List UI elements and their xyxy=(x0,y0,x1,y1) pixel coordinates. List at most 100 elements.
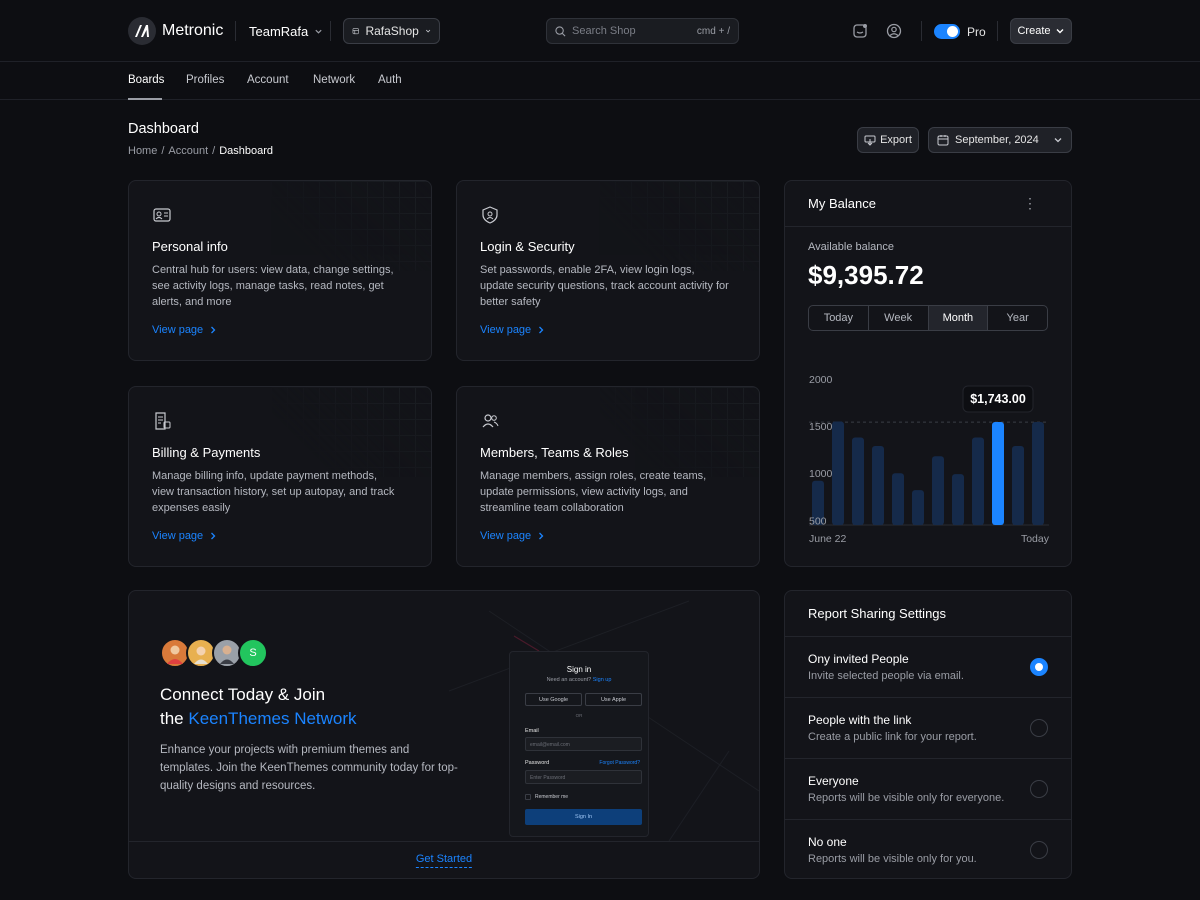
preview-forgot-link: Forgot Password? xyxy=(599,760,640,766)
divider xyxy=(921,21,922,41)
breadcrumb-current: Dashboard xyxy=(219,145,274,157)
y-tick-label: 1500 xyxy=(809,421,833,433)
report-sharing-title: Report Sharing Settings xyxy=(808,606,947,621)
pro-toggle[interactable] xyxy=(934,24,960,39)
sharing-option-invited[interactable]: Ony invited People Invite selected peopl… xyxy=(785,636,1071,697)
team-switcher[interactable]: TeamRafa xyxy=(249,24,323,39)
preview-password-input: Enter Password xyxy=(525,770,642,784)
breadcrumb-home[interactable]: Home xyxy=(128,145,158,157)
period-week[interactable]: Week xyxy=(869,306,929,330)
radio-unselected[interactable] xyxy=(1030,780,1048,798)
nav-item-network[interactable]: Network xyxy=(313,74,356,86)
preview-email-label: Email xyxy=(525,728,539,734)
divider xyxy=(330,21,331,41)
breadcrumb-separator: / xyxy=(212,145,216,157)
bar xyxy=(832,421,844,525)
card-title: Members, Teams & Roles xyxy=(480,445,629,460)
option-name: No one xyxy=(808,835,847,849)
page-title: Dashboard xyxy=(128,121,199,137)
members-teams-card: Members, Teams & Roles Manage members, a… xyxy=(456,386,760,567)
sharing-option-link[interactable]: People with the link Create a public lin… xyxy=(785,697,1071,758)
x-start-label: June 22 xyxy=(809,533,847,545)
user-card-icon xyxy=(153,208,171,222)
bar xyxy=(812,480,824,525)
bar xyxy=(912,490,924,525)
option-description: Invite selected people via email. xyxy=(808,670,964,682)
connect-card: S Connect Today & Join the KeenThemes Ne… xyxy=(128,590,760,879)
chevron-right-icon xyxy=(539,532,544,540)
view-page-link[interactable]: View page xyxy=(152,530,217,542)
period-today[interactable]: Today xyxy=(809,306,869,330)
chat-icon[interactable] xyxy=(851,22,869,40)
connect-title: Connect Today & Join the KeenThemes Netw… xyxy=(160,683,357,731)
store-icon xyxy=(352,28,359,35)
avatar-initial: S xyxy=(238,638,268,668)
connect-title-prefix: the xyxy=(160,709,189,728)
link-label: View page xyxy=(152,530,204,542)
breadcrumb-account[interactable]: Account xyxy=(168,145,209,157)
chevron-right-icon xyxy=(211,532,216,540)
radio-unselected[interactable] xyxy=(1030,841,1048,859)
my-balance-card: My Balance ⋮ Available balance $9,395.72… xyxy=(784,180,1072,567)
user-icon[interactable] xyxy=(885,22,903,40)
chevron-down-icon xyxy=(425,29,431,33)
nav-item-account[interactable]: Account xyxy=(247,74,289,86)
bar-highlight xyxy=(992,421,1004,525)
link-label: View page xyxy=(152,324,204,336)
export-button[interactable]: Export xyxy=(857,127,919,153)
active-nav-indicator xyxy=(128,98,162,100)
connect-description: Enhance your projects with premium theme… xyxy=(160,744,458,792)
view-page-link[interactable]: View page xyxy=(480,324,545,336)
sharing-option-everyone[interactable]: Everyone Reports will be visible only fo… xyxy=(785,758,1071,819)
option-description: Reports will be visible only for everyon… xyxy=(808,792,1005,804)
date-picker[interactable]: September, 2024 xyxy=(928,127,1072,153)
balance-amount: $9,395.72 xyxy=(808,260,924,290)
bar xyxy=(872,445,884,525)
shop-switcher-button[interactable]: RafaShop xyxy=(343,18,440,44)
get-started-link[interactable]: Get Started xyxy=(415,853,473,868)
create-button[interactable]: Create xyxy=(1010,18,1072,44)
option-name: Everyone xyxy=(808,774,859,788)
users-icon xyxy=(482,414,499,428)
preview-signup-link: Sign up xyxy=(592,677,612,683)
view-page-link[interactable]: View page xyxy=(152,324,217,336)
sharing-option-no-one[interactable]: No one Reports will be visible only for … xyxy=(785,819,1071,878)
nav-item-profiles[interactable]: Profiles xyxy=(186,74,225,86)
bar xyxy=(1032,421,1044,525)
nav-item-boards[interactable]: Boards xyxy=(128,74,165,86)
link-label: View page xyxy=(480,324,532,336)
team-name: TeamRafa xyxy=(249,24,309,39)
preview-or: OR xyxy=(575,713,583,718)
divider xyxy=(235,21,236,41)
radio-unselected[interactable] xyxy=(1030,719,1048,737)
grid-pattern xyxy=(599,181,759,271)
login-security-card: Login & Security Set passwords, enable 2… xyxy=(456,180,760,361)
connect-title-accent: KeenThemes Network xyxy=(188,709,357,728)
avatar xyxy=(160,638,190,668)
connect-title-line1: Connect Today & Join xyxy=(160,685,326,704)
bar xyxy=(972,437,984,525)
nav-item-auth[interactable]: Auth xyxy=(378,74,402,86)
y-tick-label: 2000 xyxy=(809,374,833,386)
bar xyxy=(952,474,964,525)
report-sharing-card: Report Sharing Settings Ony invited Peop… xyxy=(784,590,1072,879)
export-label: Export xyxy=(880,134,912,146)
period-year[interactable]: Year xyxy=(1006,312,1029,324)
card-description: Set passwords, enable 2FA, view login lo… xyxy=(480,264,729,308)
chevron-right-icon xyxy=(211,326,216,334)
divider xyxy=(785,226,1071,227)
bar xyxy=(1012,445,1024,525)
preview-title: Sign in xyxy=(566,665,592,674)
more-vertical-icon[interactable]: ⋮ xyxy=(1023,195,1037,211)
calendar-icon xyxy=(937,135,949,146)
grid-pattern xyxy=(271,387,431,477)
card-description: Central hub for users: view data, change… xyxy=(152,264,394,308)
period-month[interactable]: Month xyxy=(928,306,989,330)
search-input[interactable]: Search Shop cmd + / xyxy=(546,18,739,44)
sign-in-preview: Sign in Need an account? Sign up Use Goo… xyxy=(509,651,649,837)
metronic-logo-icon[interactable] xyxy=(128,17,156,45)
card-title: Billing & Payments xyxy=(152,445,261,460)
card-title: Personal info xyxy=(152,239,228,254)
view-page-link[interactable]: View page xyxy=(480,530,545,542)
radio-selected[interactable] xyxy=(1030,658,1048,676)
